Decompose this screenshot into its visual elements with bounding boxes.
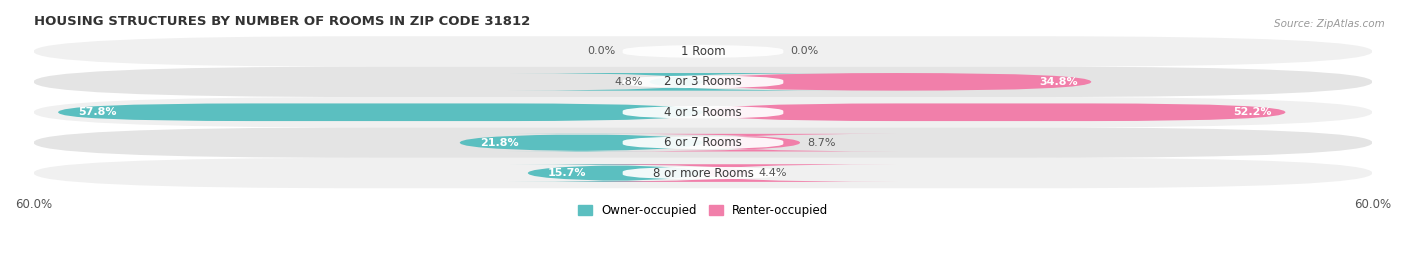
- FancyBboxPatch shape: [460, 134, 703, 151]
- FancyBboxPatch shape: [509, 73, 844, 91]
- FancyBboxPatch shape: [623, 105, 783, 119]
- FancyBboxPatch shape: [34, 67, 1372, 97]
- FancyBboxPatch shape: [606, 134, 897, 151]
- FancyBboxPatch shape: [558, 164, 897, 182]
- Text: 0.0%: 0.0%: [588, 47, 616, 56]
- FancyBboxPatch shape: [623, 136, 783, 149]
- Text: 0.0%: 0.0%: [790, 47, 818, 56]
- Text: 52.2%: 52.2%: [1233, 107, 1272, 117]
- Legend: Owner-occupied, Renter-occupied: Owner-occupied, Renter-occupied: [572, 199, 834, 222]
- Text: 4.4%: 4.4%: [759, 168, 787, 178]
- Text: 21.8%: 21.8%: [479, 138, 519, 148]
- FancyBboxPatch shape: [34, 97, 1372, 128]
- Text: 34.8%: 34.8%: [1039, 77, 1078, 87]
- FancyBboxPatch shape: [34, 128, 1372, 158]
- Text: Source: ZipAtlas.com: Source: ZipAtlas.com: [1274, 19, 1385, 29]
- Text: 8 or more Rooms: 8 or more Rooms: [652, 167, 754, 179]
- FancyBboxPatch shape: [58, 104, 703, 121]
- FancyBboxPatch shape: [623, 45, 783, 58]
- Text: 2 or 3 Rooms: 2 or 3 Rooms: [664, 75, 742, 88]
- Text: 1 Room: 1 Room: [681, 45, 725, 58]
- FancyBboxPatch shape: [703, 73, 1091, 91]
- Text: 15.7%: 15.7%: [548, 168, 586, 178]
- FancyBboxPatch shape: [34, 36, 1372, 67]
- FancyBboxPatch shape: [509, 164, 721, 182]
- FancyBboxPatch shape: [623, 75, 783, 89]
- FancyBboxPatch shape: [703, 104, 1285, 121]
- Text: 8.7%: 8.7%: [807, 138, 835, 148]
- Text: 4 or 5 Rooms: 4 or 5 Rooms: [664, 106, 742, 119]
- FancyBboxPatch shape: [623, 166, 783, 180]
- Text: HOUSING STRUCTURES BY NUMBER OF ROOMS IN ZIP CODE 31812: HOUSING STRUCTURES BY NUMBER OF ROOMS IN…: [34, 15, 530, 28]
- Text: 6 or 7 Rooms: 6 or 7 Rooms: [664, 136, 742, 149]
- Text: 57.8%: 57.8%: [79, 107, 117, 117]
- Text: 4.8%: 4.8%: [614, 77, 643, 87]
- FancyBboxPatch shape: [34, 158, 1372, 188]
